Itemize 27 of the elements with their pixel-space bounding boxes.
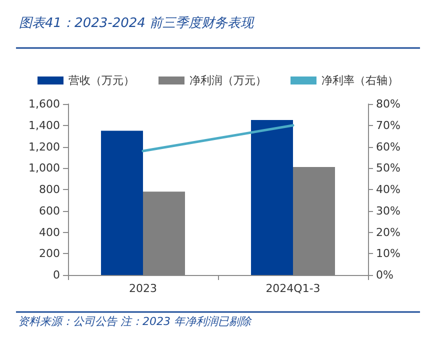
bar [101, 130, 143, 275]
y-tick-label: 1,200 [28, 140, 60, 154]
y2-tick-label: 70% [376, 118, 400, 132]
legend-label: 营收（万元） [68, 74, 134, 87]
y-tick-label: 1,000 [28, 162, 60, 175]
y-tick-label: 200 [39, 247, 60, 260]
y-tick-label: 1,400 [28, 118, 60, 132]
y-tick-label: 400 [39, 226, 60, 239]
legend-label: 净利率（右轴） [322, 74, 398, 87]
text: 资料来源：公司公告 注：2023 年净利润已剔除 [18, 315, 252, 328]
y2-tick-label: 80% [376, 98, 400, 110]
y2-tick-label: 20% [376, 226, 400, 239]
x-tick-label: 2023 [129, 282, 157, 295]
y2-tick-label: 10% [376, 247, 400, 260]
y-tick-label: 1,600 [28, 98, 60, 110]
y-tick-label: 800 [39, 183, 60, 196]
chart-title: 图表41：2023-2024 前三季度财务表现 [19, 15, 255, 31]
y-tick-label: 600 [39, 204, 60, 218]
y2-tick-label: 40% [376, 183, 400, 196]
y-tick-label: 0 [53, 268, 60, 282]
y2-tick-label: 0% [376, 268, 394, 282]
y2-tick-label: 60% [376, 140, 400, 154]
legend-label: 净利润（万元） [190, 74, 266, 87]
y2-tick-label: 50% [376, 162, 400, 175]
bar [251, 120, 293, 275]
y2-tick-label: 30% [376, 204, 400, 218]
x-tick-label: 2024Q1-3 [266, 282, 320, 295]
